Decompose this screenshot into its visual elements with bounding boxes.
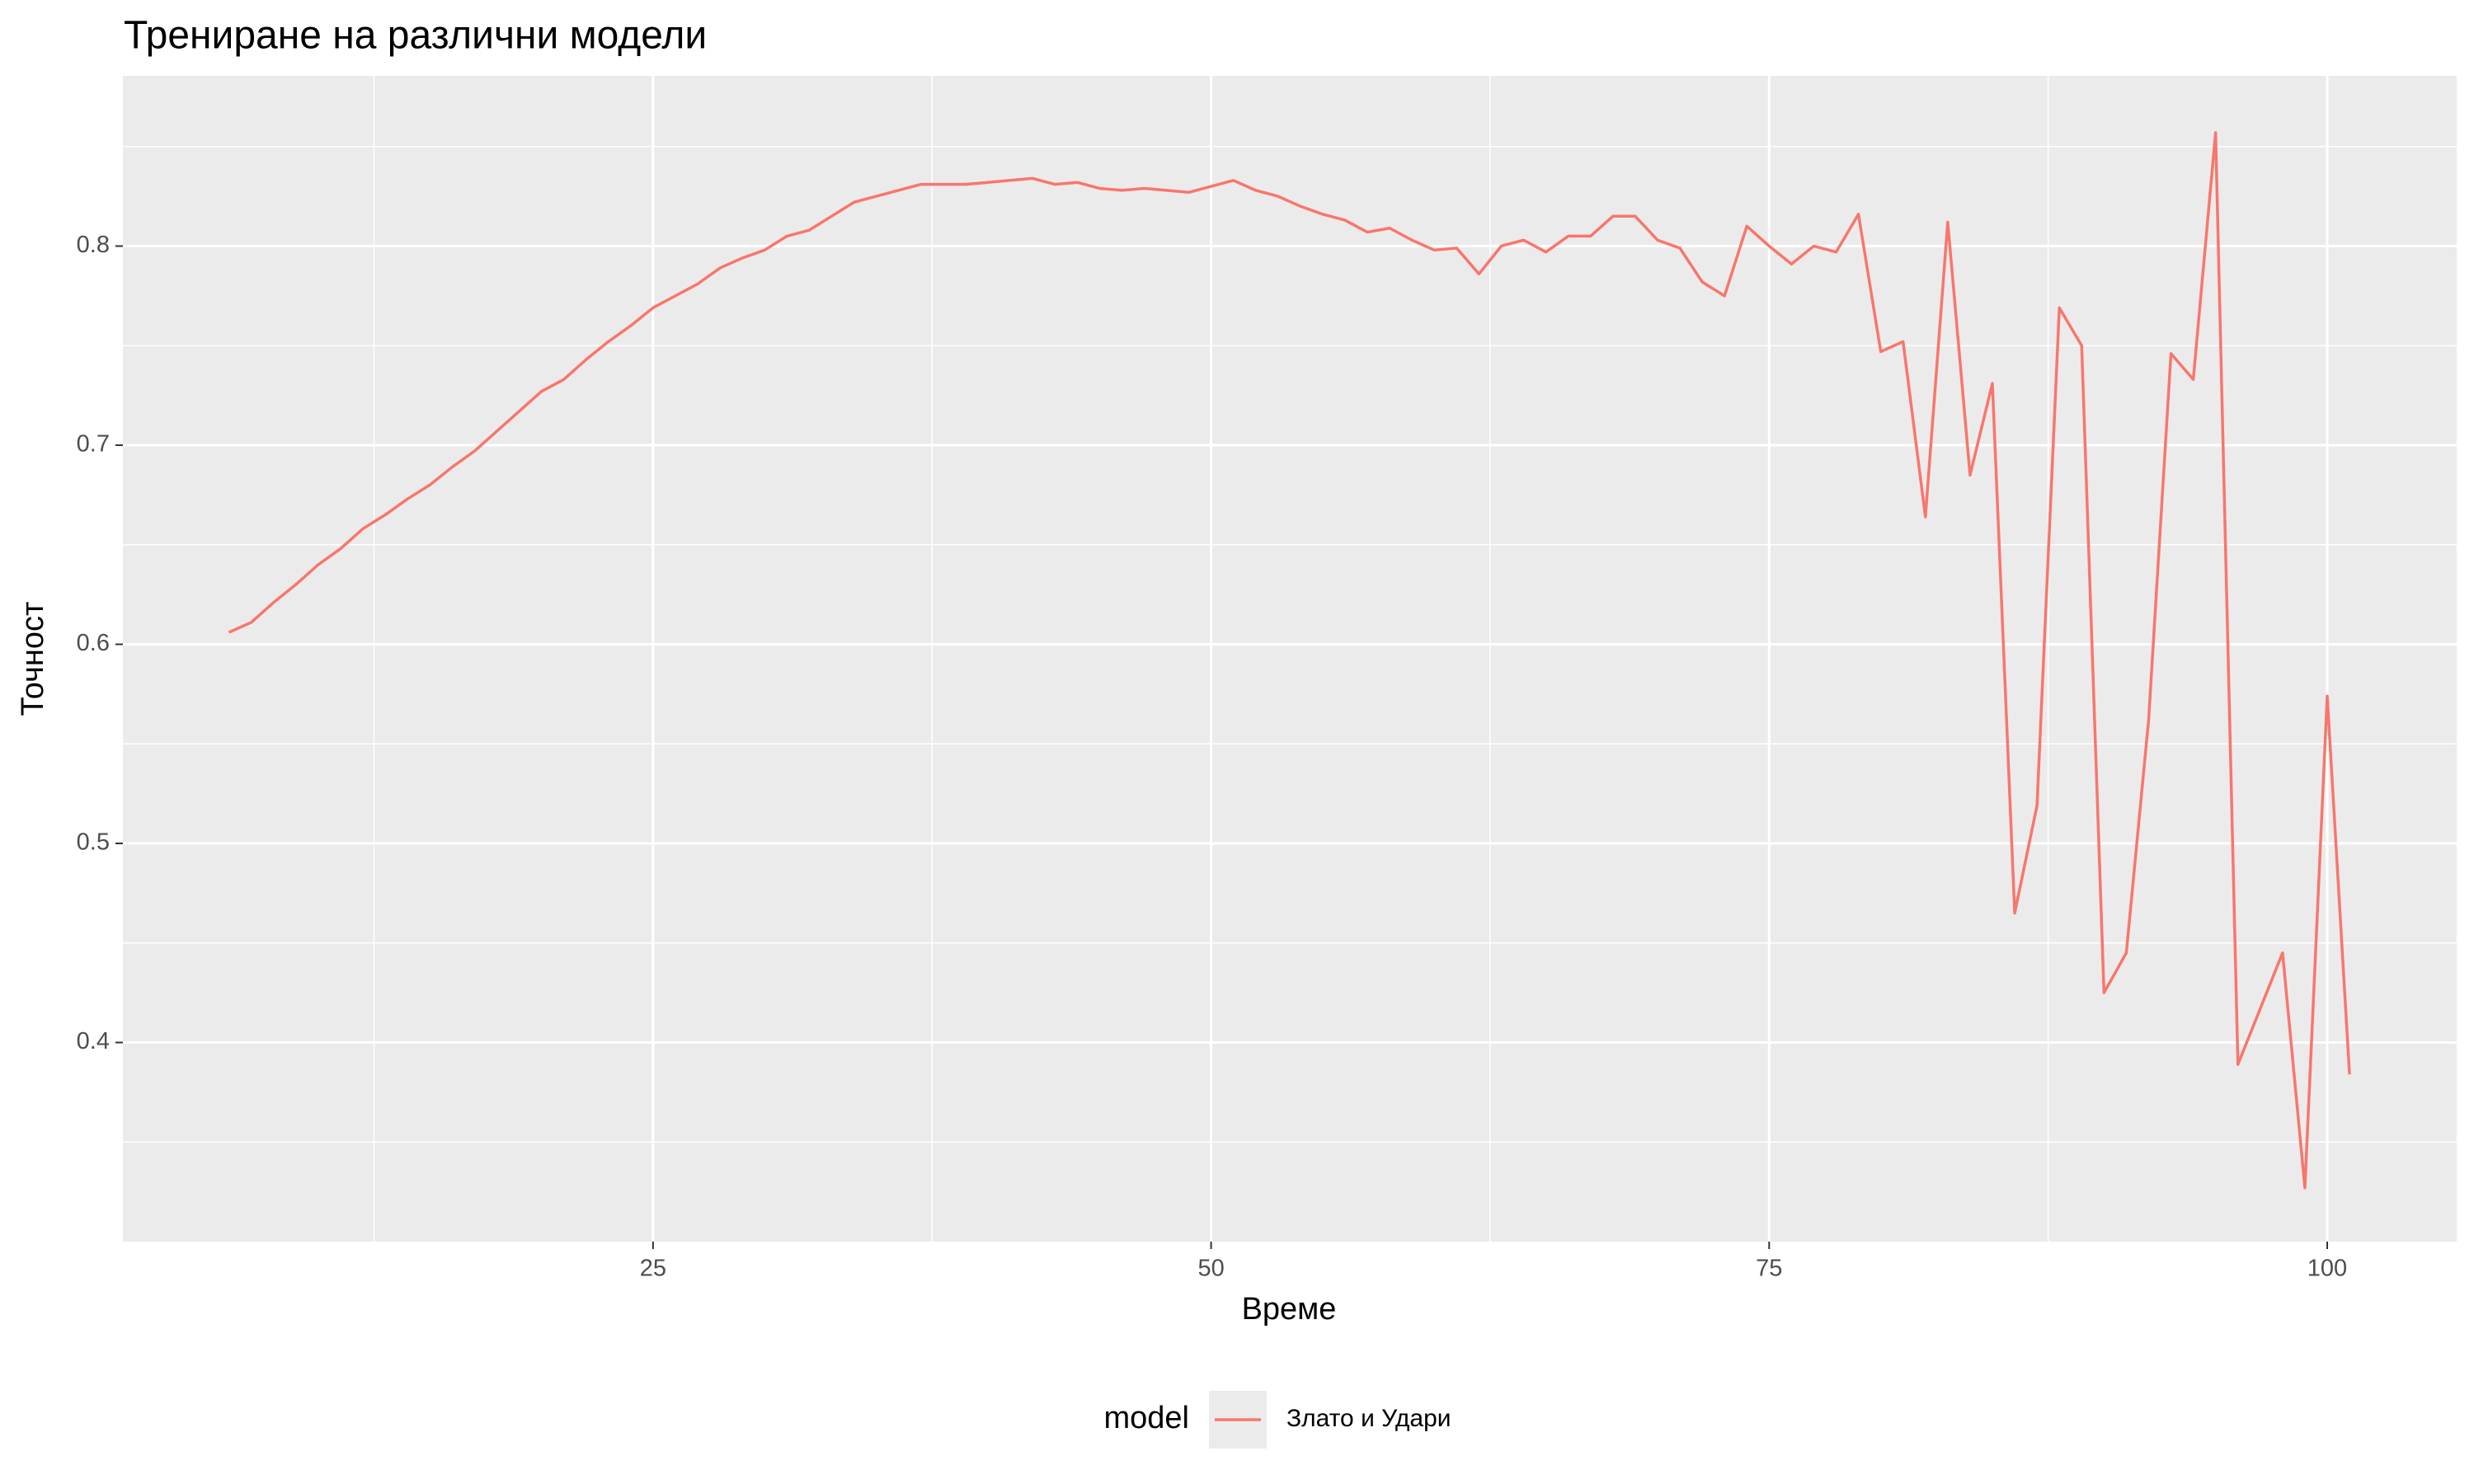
- y-tick-label: 0.4: [77, 1028, 110, 1054]
- x-tick-label: 25: [640, 1256, 666, 1282]
- chart-title: Трениране на различни модели: [124, 14, 707, 58]
- y-tick-label: 0.8: [77, 232, 110, 258]
- legend-label: Злато и Удари: [1286, 1405, 1451, 1432]
- y-tick-label: 0.6: [77, 630, 110, 656]
- x-tick-label: 50: [1197, 1256, 1224, 1282]
- x-axis-title: Време: [1242, 1292, 1337, 1327]
- y-tick-label: 0.7: [77, 431, 110, 458]
- plot-panel: [123, 76, 2457, 1242]
- y-axis-title: Точност: [16, 602, 50, 716]
- x-tick-label: 75: [1756, 1256, 1782, 1282]
- y-tick-label: 0.5: [77, 829, 110, 856]
- line-series: [228, 131, 2351, 1190]
- x-tick-label: 100: [2307, 1256, 2347, 1282]
- legend-title: model: [1104, 1401, 1190, 1435]
